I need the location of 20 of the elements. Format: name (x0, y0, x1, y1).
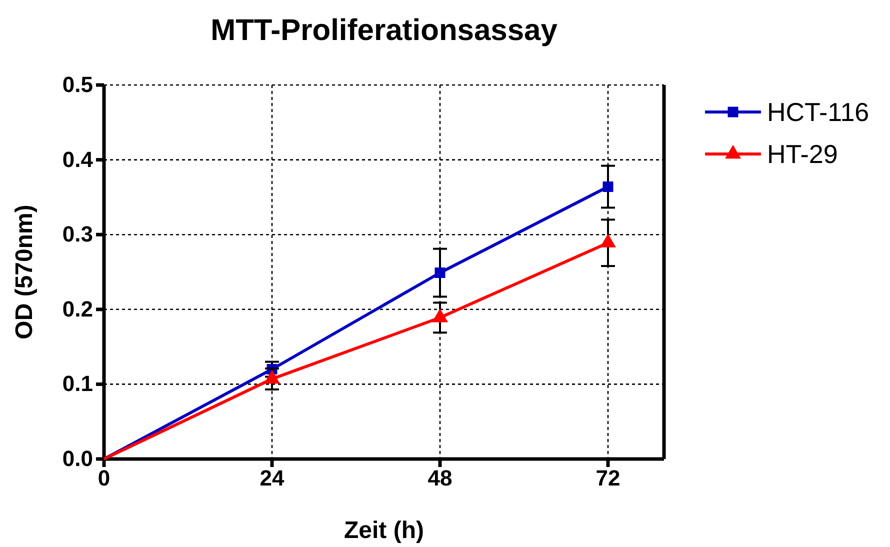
x-tick-label: 72 (596, 466, 620, 491)
chart-title: MTT-Proliferationsassay (210, 14, 558, 47)
legend-label: HCT-116 (767, 97, 870, 127)
y-tick-label: 0.1 (62, 371, 93, 396)
x-axis-title: Zeit (h) (344, 517, 424, 544)
y-axis-title: OD (570nm) (11, 204, 38, 340)
y-tick-label: 0.2 (62, 296, 93, 322)
x-tick-label: 24 (260, 466, 285, 491)
x-tick-label: 0 (98, 466, 110, 491)
x-tick-label: 48 (428, 466, 452, 491)
y-tick-label: 0.3 (62, 222, 93, 247)
y-tick-label: 0.5 (62, 72, 93, 98)
point (600, 234, 616, 248)
point (432, 308, 448, 322)
legend-label: HT-29 (767, 139, 838, 169)
y-tick-label: 0.0 (62, 446, 93, 472)
point (264, 370, 280, 384)
y-tick-label: 0.4 (62, 146, 94, 172)
point (602, 181, 614, 192)
point (434, 268, 446, 278)
